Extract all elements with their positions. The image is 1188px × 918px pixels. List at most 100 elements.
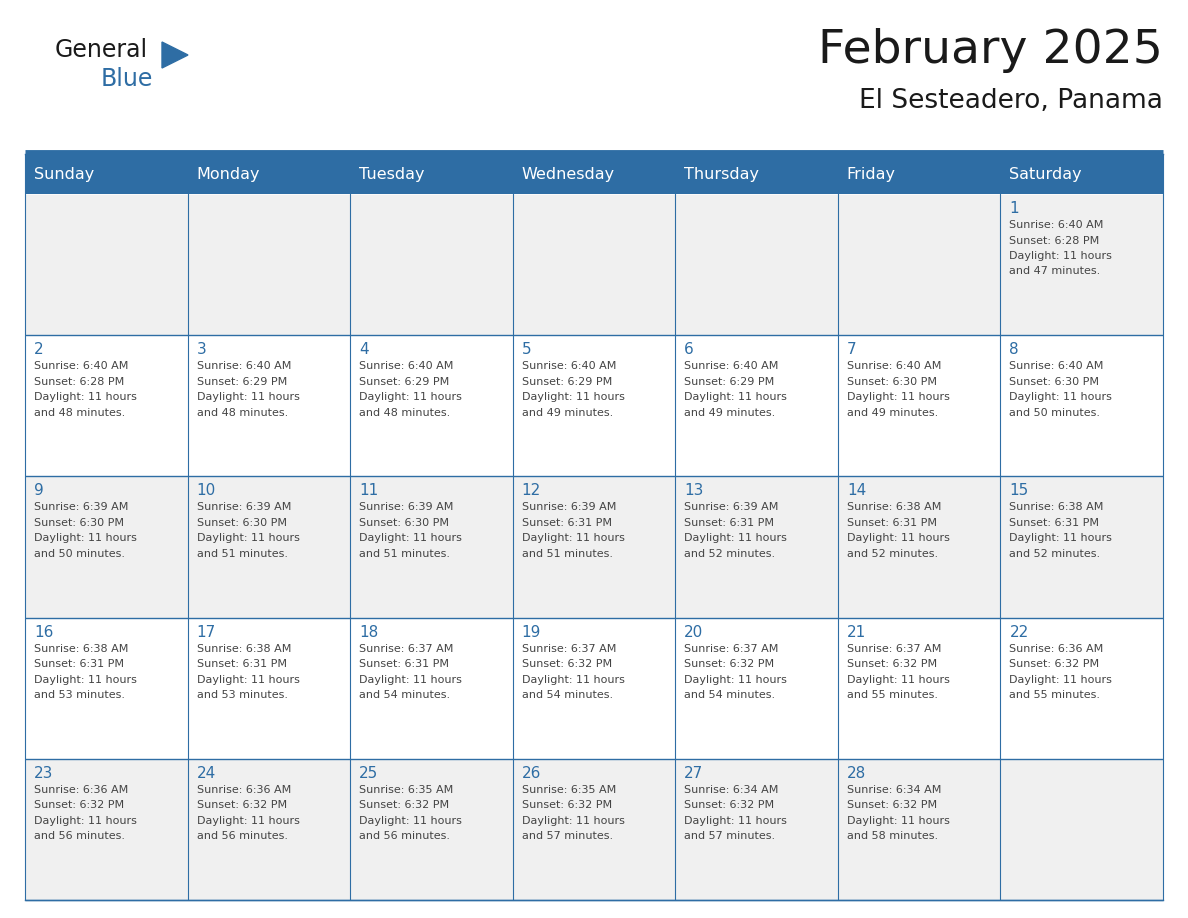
Text: and 56 minutes.: and 56 minutes.: [359, 832, 450, 841]
Bar: [188, 194, 350, 335]
Text: Daylight: 11 hours: Daylight: 11 hours: [1010, 675, 1112, 685]
Text: Daylight: 11 hours: Daylight: 11 hours: [522, 675, 625, 685]
Text: and 51 minutes.: and 51 minutes.: [196, 549, 287, 559]
Text: Sunset: 6:32 PM: Sunset: 6:32 PM: [359, 800, 449, 811]
Text: Daylight: 11 hours: Daylight: 11 hours: [196, 392, 299, 402]
Text: Sunday: Sunday: [34, 166, 94, 182]
Bar: [25, 335, 188, 476]
Bar: [1000, 476, 1163, 618]
Text: and 50 minutes.: and 50 minutes.: [34, 549, 125, 559]
Text: Sunrise: 6:38 AM: Sunrise: 6:38 AM: [34, 644, 128, 654]
Text: 13: 13: [684, 484, 703, 498]
Text: Sunset: 6:32 PM: Sunset: 6:32 PM: [522, 659, 612, 669]
Text: Daylight: 11 hours: Daylight: 11 hours: [684, 816, 788, 826]
Text: 28: 28: [847, 766, 866, 781]
Bar: [188, 154, 350, 194]
Bar: [838, 154, 1000, 194]
Text: Sunrise: 6:40 AM: Sunrise: 6:40 AM: [847, 361, 941, 371]
Text: Sunrise: 6:40 AM: Sunrise: 6:40 AM: [522, 361, 617, 371]
Text: Daylight: 11 hours: Daylight: 11 hours: [1010, 533, 1112, 543]
Text: 10: 10: [196, 484, 216, 498]
Text: 25: 25: [359, 766, 379, 781]
Bar: [188, 335, 350, 476]
Text: Sunrise: 6:37 AM: Sunrise: 6:37 AM: [359, 644, 454, 654]
Text: Daylight: 11 hours: Daylight: 11 hours: [34, 816, 137, 826]
Text: and 52 minutes.: and 52 minutes.: [684, 549, 776, 559]
Text: 27: 27: [684, 766, 703, 781]
Text: and 51 minutes.: and 51 minutes.: [359, 549, 450, 559]
Text: Sunset: 6:29 PM: Sunset: 6:29 PM: [359, 376, 449, 386]
Text: Sunset: 6:30 PM: Sunset: 6:30 PM: [847, 376, 937, 386]
Text: 7: 7: [847, 342, 857, 357]
Text: Daylight: 11 hours: Daylight: 11 hours: [359, 533, 462, 543]
Text: Sunset: 6:32 PM: Sunset: 6:32 PM: [684, 659, 775, 669]
Bar: [350, 194, 513, 335]
Bar: [1000, 618, 1163, 759]
Text: and 53 minutes.: and 53 minutes.: [34, 690, 125, 700]
Text: 16: 16: [34, 624, 53, 640]
Text: 12: 12: [522, 484, 541, 498]
Text: Sunset: 6:31 PM: Sunset: 6:31 PM: [847, 518, 937, 528]
Text: Sunset: 6:30 PM: Sunset: 6:30 PM: [196, 518, 286, 528]
Text: Sunrise: 6:35 AM: Sunrise: 6:35 AM: [522, 785, 615, 795]
Text: and 53 minutes.: and 53 minutes.: [196, 690, 287, 700]
Text: and 55 minutes.: and 55 minutes.: [847, 690, 937, 700]
Text: General: General: [55, 38, 148, 62]
Text: and 51 minutes.: and 51 minutes.: [522, 549, 613, 559]
Bar: [513, 154, 675, 194]
Text: and 58 minutes.: and 58 minutes.: [847, 832, 939, 841]
Text: Daylight: 11 hours: Daylight: 11 hours: [1010, 251, 1112, 261]
Bar: [675, 759, 838, 900]
Bar: [675, 194, 838, 335]
Text: 11: 11: [359, 484, 379, 498]
Text: Sunset: 6:31 PM: Sunset: 6:31 PM: [34, 659, 124, 669]
Text: Daylight: 11 hours: Daylight: 11 hours: [1010, 392, 1112, 402]
Text: 26: 26: [522, 766, 541, 781]
Text: and 49 minutes.: and 49 minutes.: [684, 408, 776, 418]
Text: Daylight: 11 hours: Daylight: 11 hours: [359, 392, 462, 402]
Text: Daylight: 11 hours: Daylight: 11 hours: [847, 533, 949, 543]
Text: Daylight: 11 hours: Daylight: 11 hours: [196, 533, 299, 543]
Text: Sunset: 6:31 PM: Sunset: 6:31 PM: [196, 659, 286, 669]
Text: Sunrise: 6:39 AM: Sunrise: 6:39 AM: [359, 502, 454, 512]
Text: and 50 minutes.: and 50 minutes.: [1010, 408, 1100, 418]
Bar: [1000, 759, 1163, 900]
Text: Sunset: 6:29 PM: Sunset: 6:29 PM: [684, 376, 775, 386]
Bar: [188, 476, 350, 618]
Text: Sunrise: 6:38 AM: Sunrise: 6:38 AM: [196, 644, 291, 654]
Text: Sunset: 6:31 PM: Sunset: 6:31 PM: [684, 518, 775, 528]
Bar: [675, 618, 838, 759]
Bar: [513, 194, 675, 335]
Text: Sunrise: 6:40 AM: Sunrise: 6:40 AM: [684, 361, 778, 371]
Text: and 48 minutes.: and 48 minutes.: [34, 408, 125, 418]
Text: Wednesday: Wednesday: [522, 166, 615, 182]
Text: Sunrise: 6:40 AM: Sunrise: 6:40 AM: [196, 361, 291, 371]
Bar: [675, 476, 838, 618]
Bar: [188, 759, 350, 900]
Bar: [350, 476, 513, 618]
Text: Sunset: 6:30 PM: Sunset: 6:30 PM: [359, 518, 449, 528]
Text: 24: 24: [196, 766, 216, 781]
Bar: [350, 335, 513, 476]
Text: and 55 minutes.: and 55 minutes.: [1010, 690, 1100, 700]
Text: Sunset: 6:32 PM: Sunset: 6:32 PM: [196, 800, 286, 811]
Text: Sunrise: 6:38 AM: Sunrise: 6:38 AM: [1010, 502, 1104, 512]
Text: Daylight: 11 hours: Daylight: 11 hours: [34, 533, 137, 543]
Text: and 54 minutes.: and 54 minutes.: [522, 690, 613, 700]
Bar: [1000, 194, 1163, 335]
Text: and 52 minutes.: and 52 minutes.: [1010, 549, 1100, 559]
Text: Sunrise: 6:39 AM: Sunrise: 6:39 AM: [522, 502, 617, 512]
Text: Sunset: 6:30 PM: Sunset: 6:30 PM: [34, 518, 124, 528]
Text: Sunset: 6:32 PM: Sunset: 6:32 PM: [847, 800, 937, 811]
Text: Daylight: 11 hours: Daylight: 11 hours: [522, 392, 625, 402]
Text: Daylight: 11 hours: Daylight: 11 hours: [196, 675, 299, 685]
Text: 5: 5: [522, 342, 531, 357]
Text: and 47 minutes.: and 47 minutes.: [1010, 266, 1100, 276]
Text: and 49 minutes.: and 49 minutes.: [847, 408, 939, 418]
Text: Sunrise: 6:34 AM: Sunrise: 6:34 AM: [684, 785, 778, 795]
Text: Friday: Friday: [847, 166, 896, 182]
Text: Daylight: 11 hours: Daylight: 11 hours: [359, 816, 462, 826]
Bar: [25, 618, 188, 759]
Text: 6: 6: [684, 342, 694, 357]
Text: Sunrise: 6:38 AM: Sunrise: 6:38 AM: [847, 502, 941, 512]
